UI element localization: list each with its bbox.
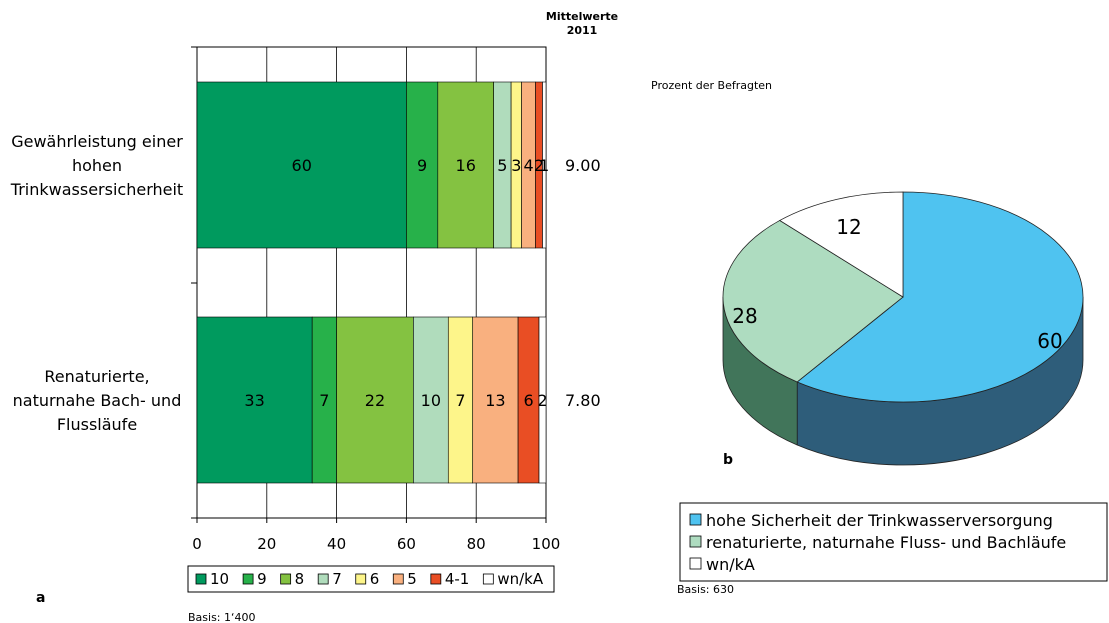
pie-slice-label: 28: [732, 304, 757, 328]
bar-value-label: 2: [537, 391, 547, 410]
bar-segment: [336, 316, 414, 484]
bar-value-label: 1: [539, 156, 549, 175]
legend-label: wn/kA: [497, 570, 544, 588]
legend-label: 10: [210, 570, 229, 588]
legend-swatch: [430, 573, 442, 585]
legend-swatch: [689, 557, 702, 570]
category-label: Gewährleistung einer: [11, 132, 183, 151]
x-tick-label: 100: [532, 535, 561, 553]
pie-slice: [722, 219, 904, 383]
bar-value-label: 7: [319, 391, 329, 410]
bar-value-label: 3: [511, 156, 521, 175]
bar-value-label: 16: [456, 156, 476, 175]
pie-chart: 60 28 12 hohe Sicherheit der Trinkwasserver…: [679, 191, 1108, 582]
pie-subtitle: Prozent der Befragten: [651, 79, 772, 92]
bar-value-label: 60: [292, 156, 312, 175]
legend-label: renaturierte, naturnahe Fluss- und Bachl…: [706, 533, 1066, 552]
bar-segment: [311, 316, 337, 484]
legend-label: 5: [407, 570, 417, 588]
bar-segment: [196, 316, 313, 484]
pie-panel-label: b: [723, 452, 733, 468]
bar-segment: [406, 81, 439, 249]
legend-swatch: [242, 573, 254, 585]
x-tick-label: 40: [327, 535, 346, 553]
bar-value-label: 4: [523, 156, 533, 175]
legend-swatch: [482, 573, 494, 585]
bar-value-label: 9: [417, 156, 427, 175]
pie-basis-note: Basis: 630: [677, 583, 734, 596]
pie-legend: [679, 502, 1108, 582]
bar-value-label: 7: [455, 391, 465, 410]
pie-slice: [778, 191, 904, 298]
bar-segment: [538, 316, 547, 484]
x-tick-label: 20: [257, 535, 276, 553]
bar-panel-label: a: [36, 590, 45, 606]
x-tick-label: 80: [467, 535, 486, 553]
category-label: Trinkwassersicherheit: [10, 180, 183, 199]
bar-value-label: 10: [421, 391, 441, 410]
bar-value-label: 13: [485, 391, 505, 410]
bar-segment: [437, 81, 494, 249]
legend-label: 9: [257, 570, 267, 588]
legend-label: 6: [370, 570, 380, 588]
legend-swatch: [317, 573, 329, 585]
legend-label: 4-1: [445, 570, 470, 588]
bar-value-label: 22: [365, 391, 385, 410]
bar-header-line2: 2011: [567, 24, 598, 37]
legend-swatch: [392, 573, 404, 585]
legend-label: 7: [332, 570, 342, 588]
bar-segment: [447, 316, 474, 484]
category-label: naturnahe Bach- und: [13, 391, 182, 410]
legend-swatch: [689, 513, 702, 526]
bar-value-label: 5: [497, 156, 507, 175]
x-tick-label: 60: [397, 535, 416, 553]
bar-value-label: 33: [244, 391, 264, 410]
legend-swatch: [195, 573, 207, 585]
bar-header-line1: Mittelwerte: [546, 10, 618, 23]
legend-label: 8: [295, 570, 305, 588]
bar-value-label: 6: [523, 391, 533, 410]
pie-slice-label: 12: [836, 215, 861, 239]
bar-segment: [542, 81, 547, 249]
category-label: hohen: [72, 156, 122, 175]
legend-label: wn/kA: [706, 555, 755, 574]
mean-value: 7.80: [565, 391, 601, 410]
bar-segment: [472, 316, 519, 484]
bar-value-label: 2: [534, 156, 544, 175]
bar-basis-note: Basis: 1‘400: [188, 611, 256, 623]
mean-value: 9.00: [565, 156, 601, 175]
category-label: Flussläufe: [57, 415, 137, 434]
category-label: Renaturierte,: [44, 367, 149, 386]
legend-label: hohe Sicherheit der Trinkwasserversorgun…: [706, 511, 1053, 530]
legend-swatch: [689, 535, 702, 548]
pie-slice-label: 60: [1037, 329, 1062, 353]
pie-slice: [796, 191, 1084, 403]
legend-swatch: [280, 573, 292, 585]
legend-swatch: [355, 573, 367, 585]
x-tick-label: 0: [192, 535, 202, 553]
